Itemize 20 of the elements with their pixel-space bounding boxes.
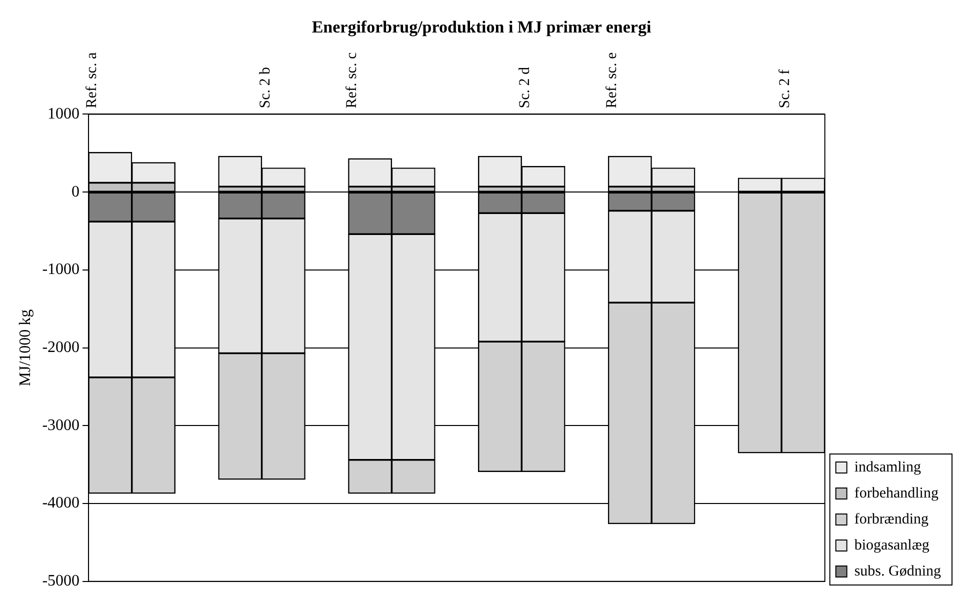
y-tick-label: -5000 [42, 572, 80, 590]
x-tick-label: Ref. sc. e [604, 52, 620, 108]
x-tick-label: Sc. 2 b [257, 66, 274, 108]
x-tick-label: Ref. sc. a [84, 52, 100, 108]
legend-label: biogasanlæg [854, 537, 930, 554]
legend-label: forbrænding [854, 511, 929, 528]
chart-title: Energiforbrug/produktion i MJ primær energi [312, 18, 652, 37]
y-tick-label: -1000 [42, 261, 80, 278]
y-tick-label: -2000 [42, 339, 80, 356]
x-tick-label: Ref. sc. c [344, 52, 360, 108]
y-tick-label: -4000 [42, 494, 80, 512]
legend-label: subs. Gødning [854, 563, 942, 580]
y-tick-label: -3000 [42, 416, 80, 434]
x-tick-label: Sc. 2 d [517, 66, 534, 108]
x-tick-label: Sc. 2 f [777, 69, 794, 108]
legend-label: forbehandling [854, 485, 939, 502]
legend-label: indsamling [854, 459, 922, 476]
y-tick-label: 1000 [48, 105, 80, 122]
y-axis-title: MJ/1000 kg [16, 309, 34, 386]
y-tick-label: 0 [72, 183, 80, 200]
